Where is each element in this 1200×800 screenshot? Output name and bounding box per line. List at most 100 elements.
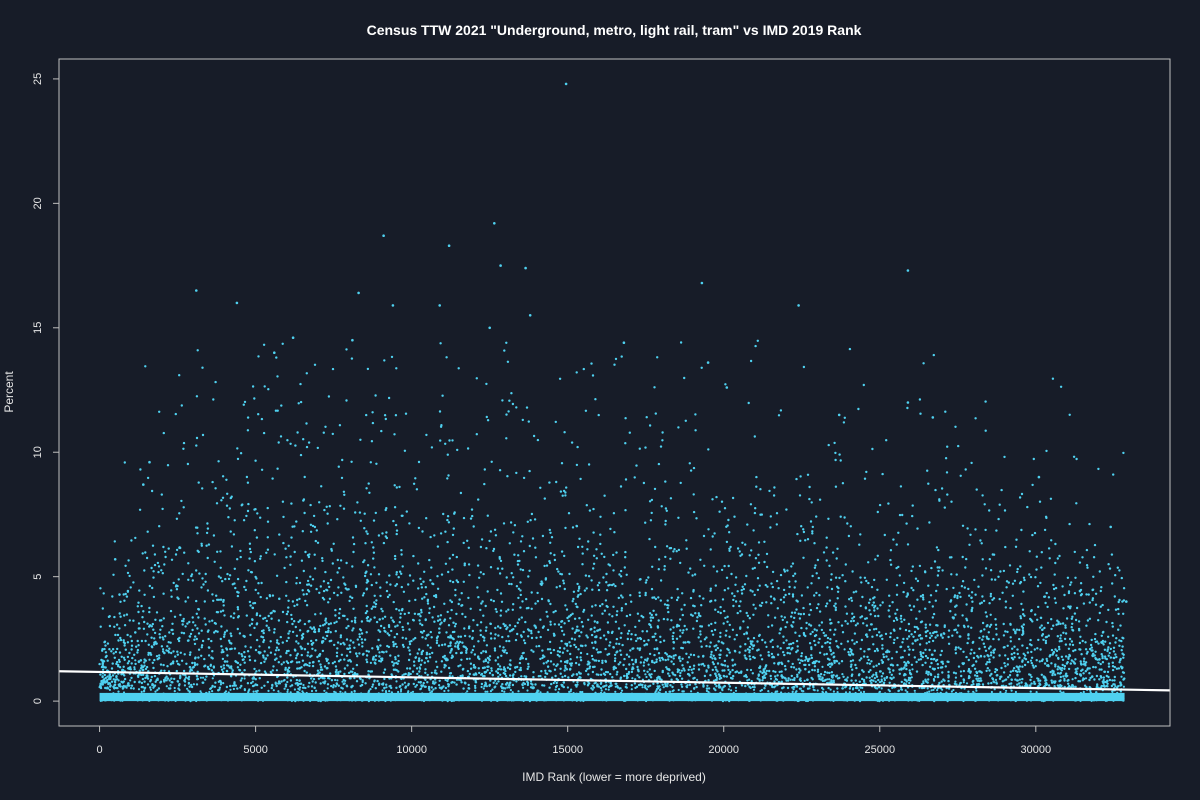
data-point bbox=[897, 693, 900, 696]
data-point bbox=[515, 471, 518, 475]
data-point bbox=[733, 649, 737, 653]
data-point bbox=[252, 690, 255, 693]
data-point bbox=[546, 665, 550, 668]
data-point bbox=[353, 677, 356, 680]
data-point bbox=[1067, 667, 1071, 671]
data-point bbox=[182, 441, 186, 445]
data-point bbox=[911, 668, 914, 671]
data-point bbox=[1018, 678, 1022, 681]
data-point bbox=[1022, 632, 1025, 635]
data-point bbox=[932, 353, 935, 357]
data-point bbox=[116, 686, 119, 690]
data-point bbox=[649, 616, 652, 619]
data-point bbox=[787, 646, 791, 649]
data-point bbox=[809, 698, 812, 701]
data-point bbox=[355, 663, 359, 667]
data-point bbox=[393, 433, 396, 436]
data-point bbox=[854, 663, 857, 667]
data-point bbox=[849, 654, 852, 657]
data-point bbox=[444, 664, 447, 667]
data-point bbox=[321, 557, 324, 560]
data-point bbox=[1098, 570, 1102, 573]
data-point bbox=[178, 697, 181, 700]
data-point bbox=[730, 689, 733, 692]
data-point bbox=[676, 694, 679, 697]
data-point bbox=[419, 615, 422, 618]
data-point bbox=[237, 693, 240, 696]
data-point bbox=[255, 670, 258, 673]
data-point bbox=[153, 637, 156, 640]
data-point bbox=[569, 644, 572, 648]
data-point bbox=[721, 669, 724, 672]
data-point bbox=[931, 605, 934, 608]
data-point bbox=[875, 671, 878, 675]
data-point bbox=[423, 697, 426, 700]
data-point bbox=[420, 699, 423, 702]
data-point bbox=[312, 693, 315, 696]
data-point bbox=[624, 697, 628, 700]
data-point bbox=[818, 610, 822, 613]
data-point bbox=[752, 688, 756, 691]
data-point bbox=[833, 655, 836, 658]
data-point bbox=[383, 687, 386, 690]
data-point bbox=[1059, 385, 1063, 388]
data-point bbox=[834, 628, 837, 631]
data-point bbox=[277, 690, 280, 693]
data-point bbox=[729, 545, 732, 549]
data-point bbox=[632, 695, 635, 698]
data-point bbox=[982, 635, 985, 638]
data-point bbox=[501, 635, 504, 639]
data-point bbox=[507, 608, 510, 611]
data-point bbox=[398, 570, 402, 573]
data-point bbox=[573, 617, 577, 620]
data-point bbox=[709, 548, 712, 551]
data-point bbox=[528, 544, 531, 548]
data-point bbox=[984, 694, 987, 697]
data-point bbox=[343, 658, 346, 661]
data-point bbox=[837, 646, 840, 649]
data-point bbox=[902, 590, 905, 594]
data-point bbox=[718, 653, 721, 656]
data-point bbox=[519, 589, 522, 592]
data-point bbox=[878, 503, 882, 507]
data-point bbox=[302, 686, 306, 689]
data-point bbox=[954, 646, 958, 649]
data-point bbox=[1018, 682, 1021, 685]
data-point bbox=[195, 599, 198, 603]
data-point bbox=[334, 678, 337, 682]
data-point bbox=[754, 607, 757, 610]
data-point bbox=[415, 684, 418, 687]
data-point bbox=[243, 677, 246, 680]
data-point bbox=[392, 695, 396, 698]
data-point bbox=[919, 651, 922, 654]
data-point bbox=[930, 634, 933, 637]
data-point bbox=[757, 697, 761, 700]
data-point bbox=[620, 691, 623, 694]
data-point bbox=[719, 649, 722, 652]
data-point bbox=[366, 564, 370, 567]
data-point bbox=[1081, 556, 1084, 559]
data-point bbox=[418, 657, 421, 660]
data-point bbox=[251, 606, 254, 609]
data-point bbox=[1000, 666, 1003, 670]
data-point bbox=[989, 645, 992, 648]
data-point bbox=[940, 634, 943, 637]
data-point bbox=[579, 477, 582, 481]
data-point bbox=[1071, 629, 1075, 632]
data-point bbox=[699, 630, 702, 633]
data-point bbox=[668, 690, 671, 693]
data-point bbox=[357, 643, 361, 646]
data-point bbox=[1111, 634, 1115, 637]
data-point bbox=[805, 627, 808, 630]
data-point bbox=[368, 689, 371, 692]
data-point bbox=[169, 609, 173, 613]
data-point bbox=[711, 657, 714, 660]
data-point bbox=[873, 677, 877, 680]
data-point bbox=[807, 670, 811, 674]
data-point bbox=[436, 665, 439, 669]
data-point bbox=[885, 675, 889, 679]
data-point bbox=[1037, 605, 1040, 609]
data-point bbox=[210, 696, 213, 699]
data-point bbox=[191, 661, 194, 665]
data-point bbox=[918, 610, 921, 613]
